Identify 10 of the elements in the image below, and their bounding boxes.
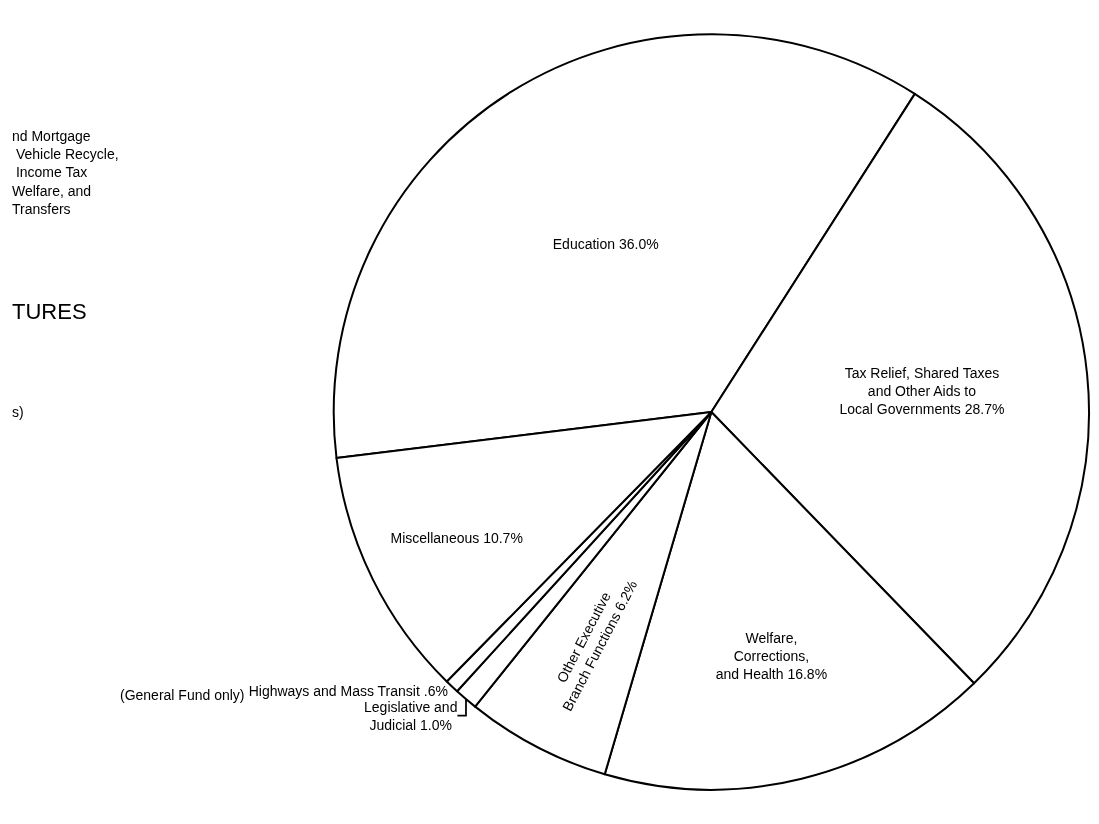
slice-label: Highways and Mass Transit .6%: [248, 682, 448, 699]
slice-label: Welfare, Corrections, and Health 16.8%: [715, 629, 828, 683]
slice-label: Tax Relief, Shared Taxes and Other Aids to Local Governments 28.7%: [839, 364, 1005, 418]
text: TURES: [12, 299, 87, 324]
text: s): [12, 404, 24, 420]
slice-label: Education 36.0%: [552, 236, 659, 253]
slice-label: Miscellaneous 10.7%: [390, 529, 523, 546]
text: (General Fund only): [120, 687, 245, 703]
text: nd Mortgage Vehicle Recycle, Income Tax Welfare, and Transfers: [12, 128, 119, 217]
slice-label: Legislative and Judicial 1.0%: [364, 698, 458, 733]
